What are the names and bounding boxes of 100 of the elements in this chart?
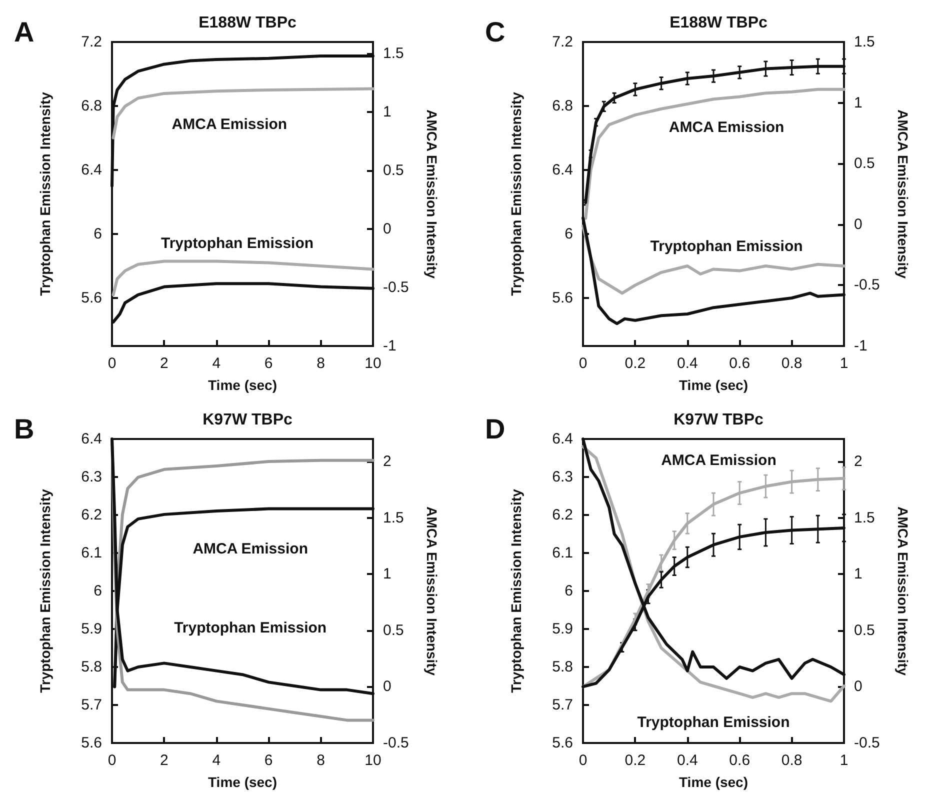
x-tick-label: 10: [364, 355, 382, 372]
y-tick-label: 6.8: [81, 98, 102, 114]
y-tick-label: 6.4: [81, 162, 102, 178]
y2-axis-title: AMCA Emission Intensity: [895, 109, 911, 279]
y-tick-label: 6.2: [81, 506, 102, 524]
chart-title: E188W TBPc: [670, 14, 768, 32]
y2-tick-label: -1: [854, 338, 868, 354]
annotation: AMCA Emission: [192, 540, 308, 558]
annotation: AMCA Emission: [668, 118, 784, 136]
x-tick-label: 1: [840, 355, 848, 372]
annotation: Tryptophan Emission: [650, 238, 803, 255]
y2-tick-label: 0.5: [383, 162, 404, 180]
y2-tick-label: 1: [854, 566, 862, 583]
y-axis-title: Tryptophan Emission Intensity: [508, 92, 524, 296]
y2-tick-label: 2: [383, 453, 392, 470]
y-tick-label: 5.9: [81, 620, 102, 638]
y2-tick-label: 1.5: [854, 34, 875, 50]
y-tick-label: 6.1: [552, 544, 573, 562]
x-tick-label: 6: [264, 355, 273, 372]
x-axis-title: Time (sec): [208, 377, 277, 393]
y2-tick-label: 0: [383, 220, 392, 238]
y2-tick-label: 0: [383, 678, 392, 696]
y-tick-label: 6.4: [552, 430, 573, 448]
x-tick-label: 0.8: [781, 355, 802, 372]
y2-tick-label: 1: [383, 104, 392, 121]
x-axis-title: Time (sec): [208, 774, 277, 790]
y-axis-title: Tryptophan Emission Intensity: [508, 488, 524, 693]
x-tick-label: 10: [364, 752, 382, 769]
x-tick-label: 0.6: [729, 752, 750, 769]
y-tick-label: 5.8: [81, 658, 102, 676]
x-tick-label: 0.6: [729, 355, 750, 372]
y-tick-label: 7.2: [81, 34, 102, 50]
y-axis-title: Tryptophan Emission Intensity: [37, 92, 53, 296]
y-tick-label: 5.7: [552, 696, 573, 714]
y-tick-label: 6.3: [81, 468, 102, 486]
chart-title: K97W TBPc: [674, 412, 764, 428]
x-tick-label: 0: [578, 355, 588, 372]
x-tick-label: 8: [316, 355, 325, 372]
x-tick-label: 0: [108, 752, 116, 769]
y-tick-label: 5.6: [552, 734, 573, 752]
y2-axis-title: AMCA Emission Intensity: [895, 506, 911, 676]
text: C: [485, 16, 506, 48]
y-tick-label: 5.9: [552, 620, 573, 638]
y-tick-label: 6.1: [81, 544, 102, 562]
x-tick-label: 0.2: [624, 752, 646, 769]
y2-tick-label: 0.5: [854, 622, 875, 639]
y-tick-label: 6.8: [552, 98, 573, 114]
y2-axis-title: AMCA Emission Intensity: [424, 109, 440, 279]
chart-title: K97W TBPc: [202, 412, 292, 428]
x-tick-label: 2: [160, 355, 168, 372]
y2-tick-label: 1.5: [383, 45, 404, 62]
x-tick-label: 0.4: [676, 752, 698, 769]
y2-tick-label: -1: [383, 338, 396, 354]
y2-tick-label: 1.5: [854, 509, 875, 526]
y2-tick-label: -0.5: [854, 276, 880, 294]
y-tick-label: 6: [564, 582, 573, 600]
y2-axis-title: AMCA Emission Intensity: [424, 506, 440, 676]
x-tick-label: 4: [212, 355, 221, 372]
y-tick-label: 6.4: [81, 430, 102, 448]
y-tick-label: 5.7: [81, 696, 102, 714]
y-tick-label: 6: [94, 226, 102, 242]
text: A: [14, 16, 34, 48]
annotation: Tryptophan Emission: [161, 234, 314, 252]
y-tick-label: 6.3: [552, 468, 573, 486]
y-tick-label: 5.8: [552, 658, 573, 676]
x-tick-label: 6: [264, 752, 273, 769]
x-tick-label: 0.4: [676, 355, 698, 372]
x-tick-label: 8: [316, 752, 325, 769]
y-tick-label: 5.6: [81, 290, 102, 306]
y2-tick-label: 1: [854, 94, 862, 112]
annotation: Tryptophan Emission: [174, 620, 327, 637]
y-tick-label: 6.4: [552, 162, 573, 178]
y-tick-label: 6.2: [552, 506, 573, 524]
annotation: AMCA Emission: [172, 116, 288, 133]
x-axis-title: Time (sec): [679, 774, 748, 790]
x-tick-label: 1: [840, 752, 848, 769]
text: B: [14, 414, 34, 444]
x-tick-label: 0: [578, 752, 588, 769]
y2-tick-label: 1.5: [383, 509, 404, 526]
annotation: AMCA Emission: [661, 452, 776, 469]
y2-tick-label: -0.5: [854, 734, 880, 752]
x-tick-label: 0.2: [624, 355, 646, 372]
x-tick-label: 0: [108, 355, 116, 372]
y2-tick-label: 0: [854, 216, 862, 233]
y2-tick-label: -0.5: [383, 734, 409, 752]
y2-tick-label: 0: [854, 678, 862, 696]
y2-tick-label: 1: [383, 566, 392, 583]
y-tick-label: 7.2: [552, 34, 573, 50]
y2-tick-label: -0.5: [383, 279, 409, 296]
y-tick-label: 5.6: [552, 290, 573, 306]
y-axis-title: Tryptophan Emission Intensity: [37, 488, 53, 693]
x-axis-title: Time (sec): [679, 377, 748, 393]
text: D: [485, 414, 506, 444]
y-tick-label: 6: [564, 226, 573, 242]
y2-tick-label: 2: [854, 453, 862, 470]
y-tick-label: 5.6: [81, 734, 102, 752]
y2-tick-label: 0.5: [383, 622, 404, 639]
y2-tick-label: 0.5: [854, 155, 875, 172]
chart-title: E188W TBPc: [198, 14, 297, 32]
y-tick-label: 6: [94, 582, 102, 600]
